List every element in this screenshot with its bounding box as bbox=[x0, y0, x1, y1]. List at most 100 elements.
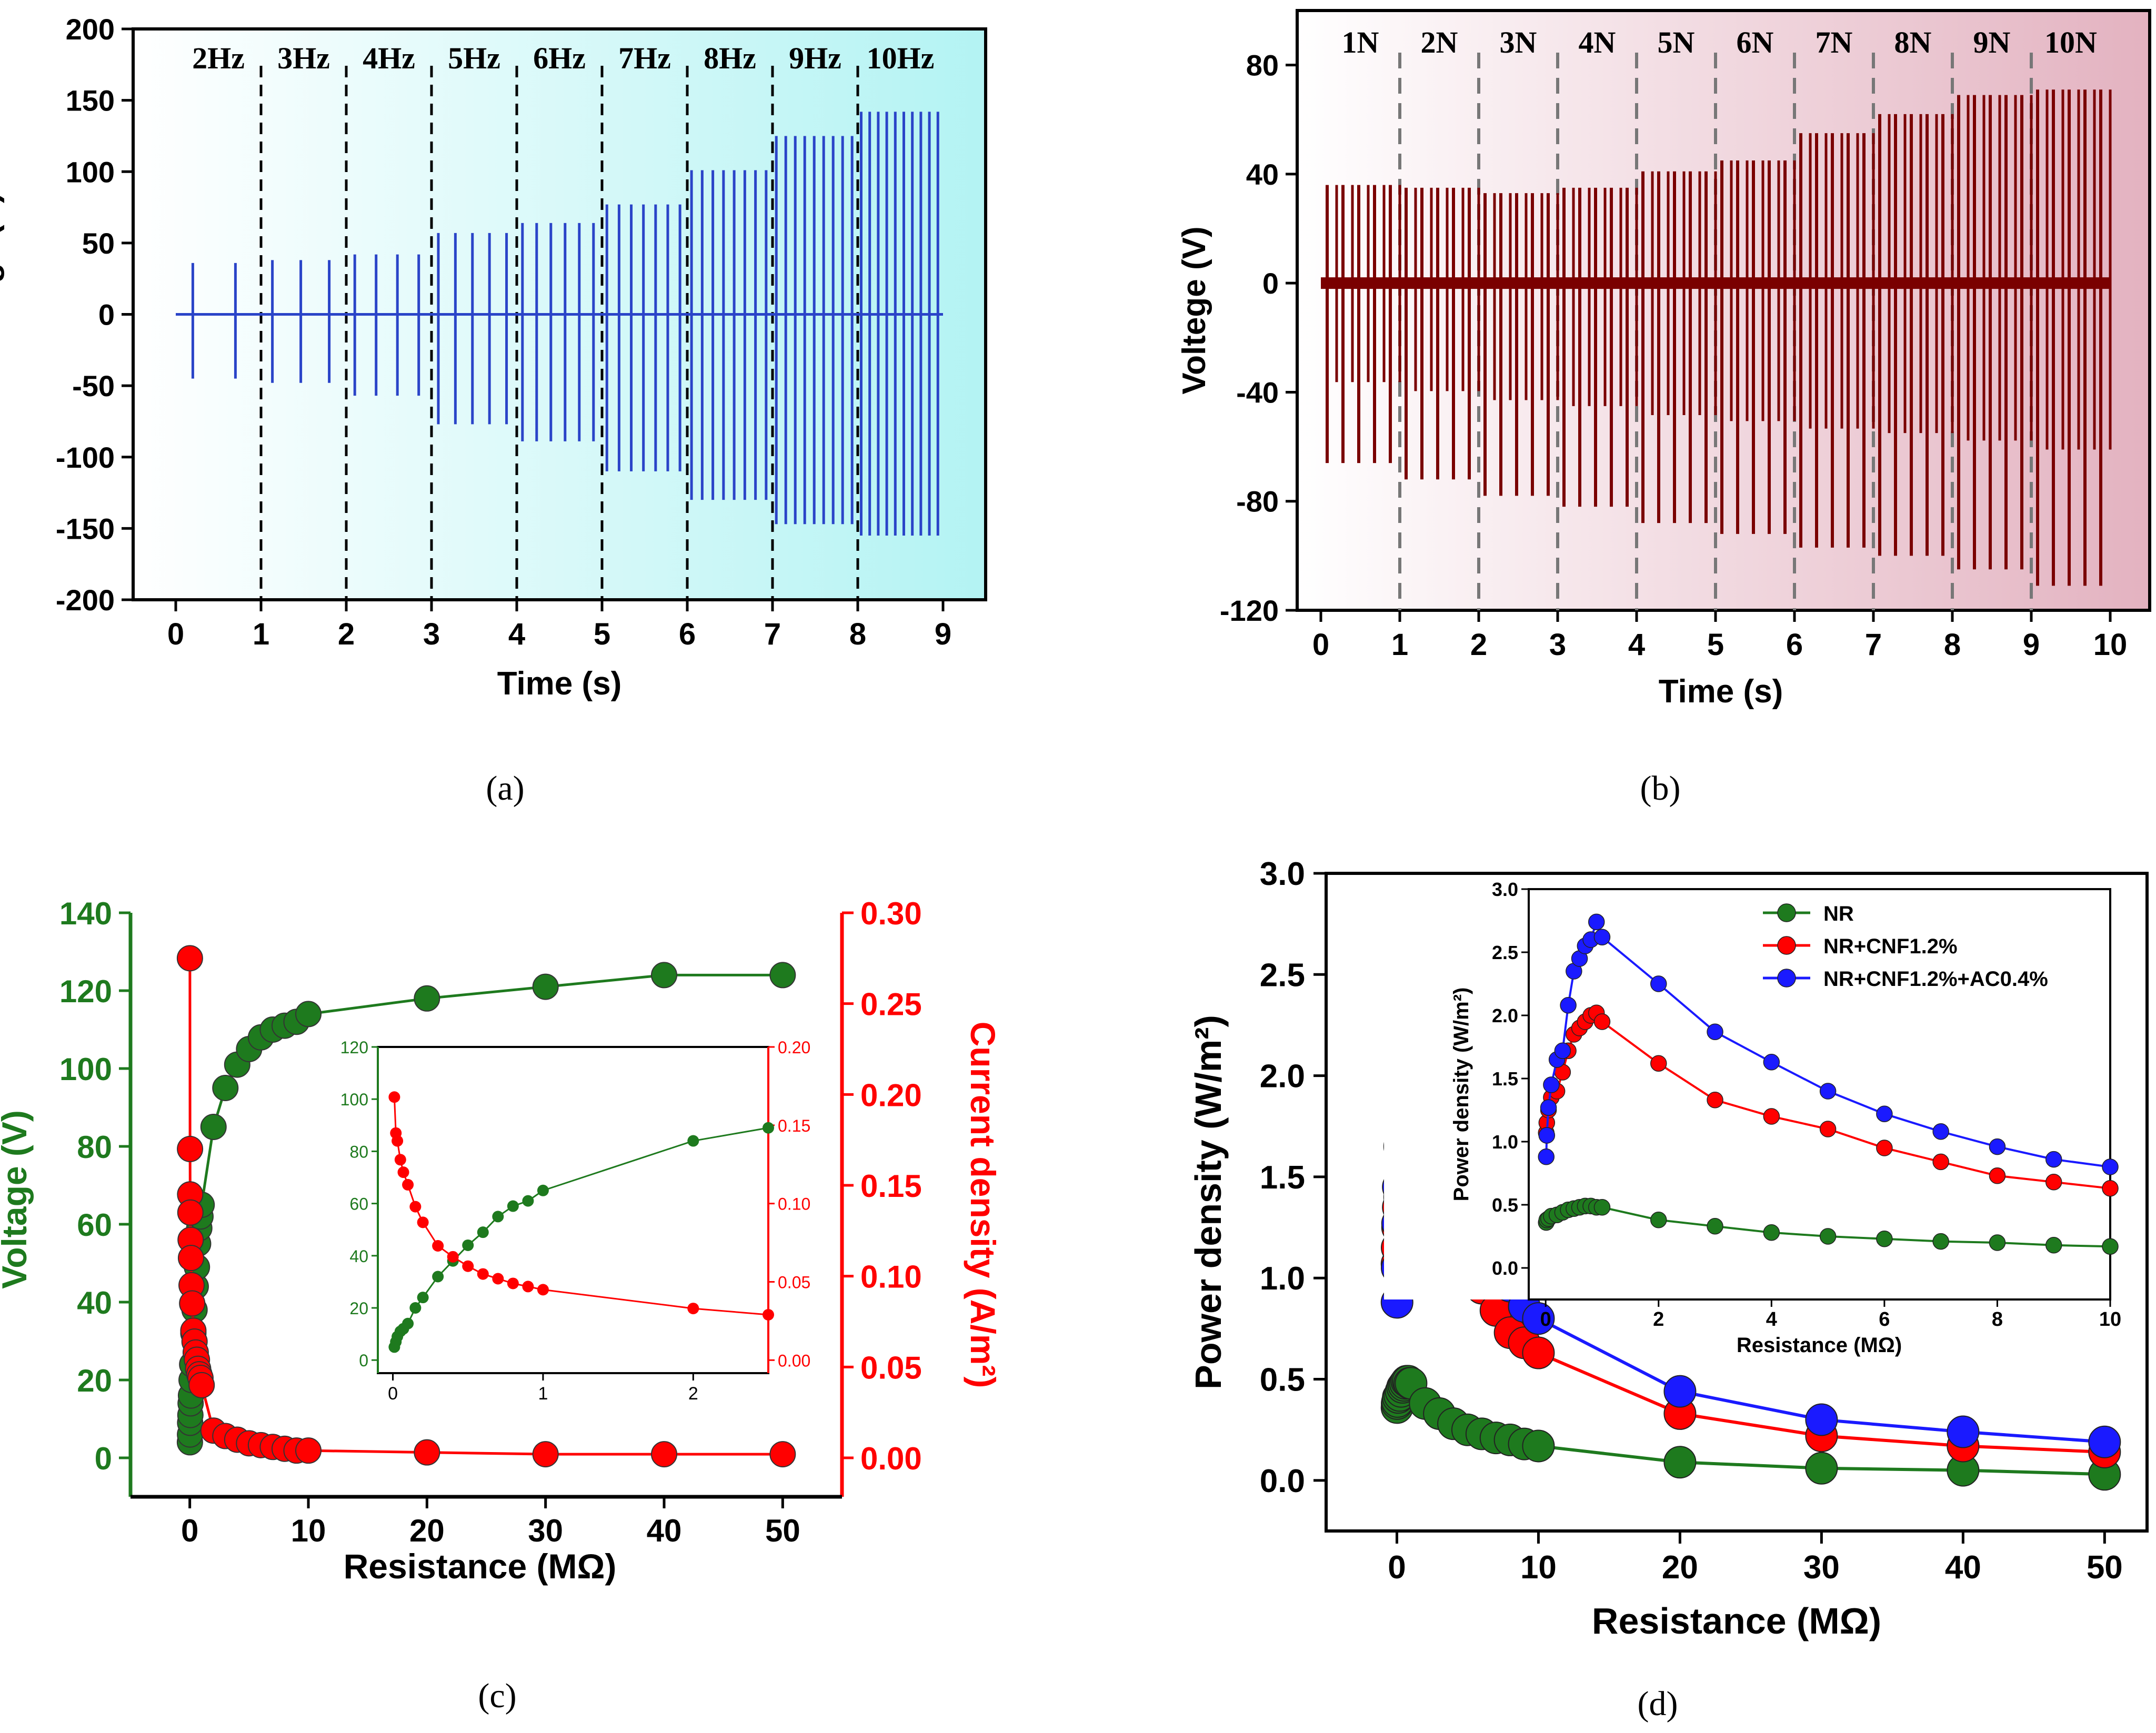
inset-data-point bbox=[1650, 975, 1667, 992]
inset-data-point bbox=[1650, 1212, 1667, 1228]
data-point bbox=[1522, 1429, 1555, 1463]
inset-current-point bbox=[447, 1251, 459, 1263]
data-point-current-density bbox=[188, 1372, 215, 1398]
data-point bbox=[2088, 1425, 2121, 1458]
inset-data-point bbox=[1932, 1233, 1949, 1250]
x-tick-label: 5 bbox=[594, 617, 610, 651]
inset-data-point bbox=[1989, 1167, 2006, 1184]
inset-current-point bbox=[462, 1260, 474, 1272]
x-tick-label: 4 bbox=[1628, 628, 1645, 662]
inset-data-point bbox=[1588, 913, 1605, 931]
data-point-voltage bbox=[651, 962, 677, 989]
panel-c-xlabel: Resistance (MΩ) bbox=[344, 1547, 617, 1586]
inset-data-point bbox=[2102, 1238, 2119, 1255]
inset-xlabel: Resistance (MΩ) bbox=[1737, 1334, 1902, 1357]
x-tick-label: 0 bbox=[1388, 1549, 1406, 1586]
inset-current-point bbox=[522, 1281, 534, 1293]
inset-x-tick-label: 8 bbox=[1992, 1308, 2003, 1331]
inset-data-point bbox=[1763, 1054, 1780, 1071]
panel-c-ylabel-right: Current density (A/m²) bbox=[964, 1022, 1002, 1388]
y-left-tick-label: 120 bbox=[59, 974, 112, 1009]
x-tick-label: 6 bbox=[1786, 628, 1803, 662]
inset-data-point bbox=[1540, 1099, 1557, 1116]
segment-label: 10N bbox=[2044, 25, 2097, 59]
x-tick-label: 30 bbox=[1803, 1549, 1840, 1586]
panel-a-voltage-vs-time-frequency: 0 1 2 3 4 5 6 7 8 9 -200 -150 -100 -50 0 50 100 150 200 2Hz… bbox=[0, 13, 987, 808]
panel-c-voltage-current-vs-resistance: 0 10 20 30 40 500204060801001201400.000.050.1… bbox=[0, 896, 1002, 1715]
y-right-tick-label: 0.15 bbox=[860, 1168, 922, 1204]
x-tick-label: 3 bbox=[1549, 628, 1566, 662]
x-tick-label: 0 bbox=[167, 617, 184, 651]
data-point-voltage bbox=[200, 1114, 227, 1140]
inset-data-point bbox=[1876, 1140, 1893, 1156]
panel-b-xlabel: Time (s) bbox=[1659, 673, 1783, 710]
inset-current-point bbox=[394, 1154, 406, 1166]
inset-background bbox=[1384, 889, 2110, 1299]
segment-label: 2N bbox=[1421, 25, 1458, 59]
y-tick-label: 2.0 bbox=[1260, 1059, 1305, 1095]
x-tick-label: 0 bbox=[181, 1513, 198, 1548]
inset-current-point bbox=[477, 1268, 489, 1280]
inset-voltage-point bbox=[417, 1292, 429, 1304]
inset-data-point bbox=[1989, 1234, 2006, 1251]
segment-label: 7N bbox=[1816, 25, 1853, 59]
inset-data-point bbox=[1876, 1105, 1893, 1122]
data-point-current-density bbox=[177, 1135, 204, 1162]
y-tick-label: 0 bbox=[98, 298, 115, 331]
inset-x-tick-label: 2 bbox=[1653, 1308, 1664, 1331]
inset-current-point bbox=[388, 1091, 400, 1103]
x-tick-label: 10 bbox=[291, 1513, 326, 1548]
x-tick-label: 9 bbox=[2023, 628, 2040, 662]
legend-marker bbox=[1777, 903, 1796, 922]
inset-y-tick-label: 0.5 bbox=[1492, 1194, 1518, 1216]
inset-current-point bbox=[392, 1135, 404, 1147]
x-tick-label: 10 bbox=[2093, 628, 2128, 662]
y-tick-label: -80 bbox=[1236, 485, 1279, 518]
data-point-current-density bbox=[651, 1441, 677, 1468]
y-tick-label: -100 bbox=[56, 441, 115, 474]
inset-data-point bbox=[1932, 1123, 1949, 1140]
inset-voltage-point bbox=[687, 1135, 699, 1147]
inset-x-tick-label: 0 bbox=[1540, 1308, 1551, 1331]
panel-c-caption: (c) bbox=[478, 1677, 516, 1715]
inset-x-tick-label: 10 bbox=[2099, 1308, 2121, 1331]
inset-y-tick-label: 1.5 bbox=[1492, 1068, 1518, 1090]
inset-data-point bbox=[1593, 1013, 1611, 1030]
inset-voltage-point bbox=[432, 1271, 444, 1283]
inset-x-tick-label: 0 bbox=[388, 1384, 398, 1404]
x-tick-label: 4 bbox=[508, 617, 525, 651]
panel-a-ylabel: Voltage (V) bbox=[0, 192, 5, 360]
panel-b-voltage-vs-time-force: 0 1 2 3 4 5 6 7 8 9 10 -120 -80 -40 0 40 80 1N 2N 3N 4N 5N 6N 7… bbox=[1176, 9, 2151, 808]
legend-label: NR+CNF1.2% bbox=[1823, 935, 1958, 958]
inset-frame bbox=[377, 1046, 769, 1374]
panel-d-xlabel: Resistance (MΩ) bbox=[1592, 1600, 1881, 1641]
data-point-current-density bbox=[532, 1441, 559, 1468]
y-left-tick-label: 0 bbox=[95, 1441, 112, 1476]
inset-voltage-point bbox=[522, 1195, 534, 1207]
y-tick-label: 0.5 bbox=[1260, 1362, 1305, 1398]
inset-data-point bbox=[1819, 1121, 1837, 1137]
inset-frame bbox=[1528, 888, 2111, 1301]
segment-label: 1N bbox=[1342, 25, 1379, 59]
inset-y-left-tick-label: 20 bbox=[349, 1299, 368, 1318]
inset-voltage-point bbox=[507, 1200, 519, 1212]
y-tick-label: 80 bbox=[1246, 49, 1279, 82]
y-left-tick-label: 80 bbox=[77, 1130, 112, 1165]
x-tick-label: 3 bbox=[423, 617, 440, 651]
inset-data-point bbox=[1763, 1108, 1780, 1125]
data-point-current-density bbox=[295, 1437, 322, 1464]
x-tick-label: 20 bbox=[1662, 1549, 1698, 1586]
x-tick-label: 1 bbox=[253, 617, 269, 651]
inset-data-point bbox=[2045, 1174, 2062, 1191]
inset-y-right-tick-label: 0.00 bbox=[778, 1351, 810, 1370]
x-tick-label: 50 bbox=[2087, 1549, 2123, 1586]
data-point bbox=[1663, 1375, 1697, 1408]
inset-data-point bbox=[1989, 1138, 2006, 1155]
inset-current-point bbox=[397, 1166, 409, 1178]
legend-label: NR+CNF1.2%+AC0.4% bbox=[1823, 968, 2048, 991]
inset-voltage-point bbox=[763, 1122, 774, 1134]
data-point-current-density bbox=[179, 1290, 206, 1317]
inset-series-line bbox=[1545, 919, 2111, 1168]
inset-y-right-tick-label: 0.20 bbox=[778, 1038, 810, 1057]
